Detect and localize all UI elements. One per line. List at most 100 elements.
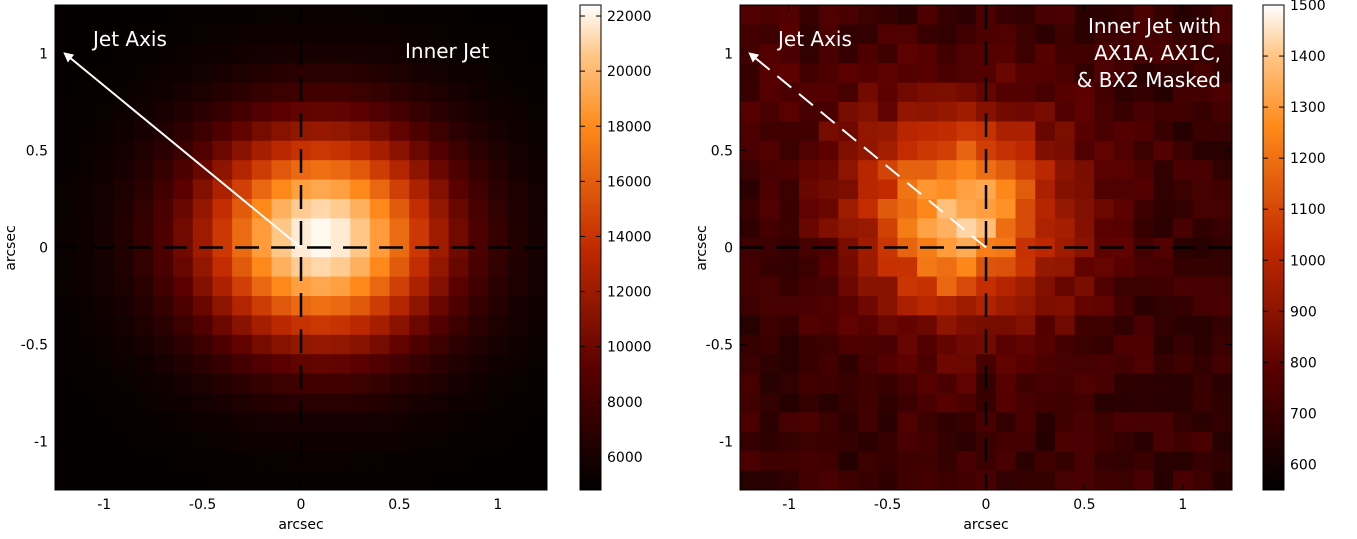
left-heatmap-cell: [369, 199, 391, 219]
right-heatmap-cell: [995, 24, 1017, 45]
left-heatmap-cell: [271, 373, 292, 394]
left-heatmap-cell: [428, 276, 450, 297]
right-heatmap-cell: [1035, 257, 1056, 278]
left-heatmap-cell: [468, 5, 489, 25]
right-heatmap-cell: [1172, 334, 1194, 355]
right-heatmap-cell: [759, 315, 780, 336]
left-heatmap-cell: [369, 431, 391, 452]
right-heatmap-cell: [858, 315, 879, 336]
right-heatmap-cell: [1113, 431, 1135, 452]
right-heatmap-cell: [740, 121, 761, 142]
left-heatmap-cell: [310, 43, 332, 64]
left-heatmap-cell: [350, 412, 371, 433]
right-heatmap-cell: [1035, 140, 1056, 161]
left-heatmap-cell: [251, 276, 272, 297]
left-colorbar: [579, 4, 602, 491]
right-heatmap-cell: [858, 393, 879, 413]
left-heatmap-cell: [192, 121, 213, 142]
right-heatmap-cell: [936, 373, 957, 394]
left-heatmap-cell: [251, 237, 272, 258]
right-colorbar-tick-label: 800: [1290, 355, 1317, 371]
left-heatmap-cell: [428, 43, 450, 64]
left-heatmap-cell: [507, 63, 528, 84]
right-heatmap-cell: [818, 5, 839, 25]
right-heatmap-cell: [759, 160, 780, 181]
left-heatmap-cell: [291, 276, 312, 297]
left-heatmap-cell: [507, 43, 528, 64]
left-heatmap-cell: [74, 24, 95, 45]
right-heatmap-cell: [1153, 431, 1174, 452]
right-heatmap-cell: [1172, 199, 1194, 219]
right-heatmap-cell: [1192, 412, 1213, 433]
left-heatmap-cell: [350, 43, 371, 64]
right-heatmap-cell: [897, 373, 918, 394]
right-heatmap-cell: [1212, 354, 1233, 375]
right-heatmap-cell: [1113, 276, 1135, 297]
left-heatmap-cell: [271, 160, 292, 181]
left-heatmap-cell: [389, 218, 410, 239]
right-heatmap-cell: [1153, 5, 1174, 25]
right-heatmap-cell: [1074, 470, 1095, 491]
right-heatmap-cell: [936, 315, 957, 336]
left-heatmap-cell: [251, 334, 272, 355]
left-heatmap-cell: [507, 5, 528, 25]
left-y-tick-label: 0.5: [26, 144, 48, 160]
left-heatmap-cell: [369, 412, 391, 433]
right-heatmap-cell: [838, 393, 859, 413]
right-heatmap-cell: [1212, 451, 1233, 472]
left-heatmap-cell: [94, 373, 115, 394]
right-heatmap-cell: [1133, 393, 1154, 413]
left-heatmap-cell: [114, 296, 135, 316]
right-heatmap-cell: [877, 24, 898, 45]
left-heatmap-cell: [369, 393, 391, 413]
left-heatmap-cell: [487, 354, 509, 375]
left-heatmap-cell: [428, 5, 450, 25]
right-heatmap-cell: [1054, 296, 1076, 316]
left-heatmap-cell: [487, 218, 509, 239]
right-heatmap-cell: [858, 276, 879, 297]
left-heatmap-cell: [527, 102, 548, 122]
right-heatmap-cell: [1133, 5, 1154, 25]
left-heatmap-cell: [310, 218, 332, 239]
right-heatmap-cell: [1192, 179, 1213, 200]
left-heatmap-cell: [291, 451, 312, 472]
right-heatmap-cell: [956, 296, 977, 316]
left-heatmap-cell: [409, 393, 430, 413]
right-heatmap-cell: [917, 199, 938, 219]
right-heatmap-cell: [818, 393, 839, 413]
right-heatmap-cell: [799, 160, 820, 181]
left-heatmap-cell: [153, 373, 174, 394]
right-heatmap-cell: [917, 431, 938, 452]
right-heatmap-cell: [917, 121, 938, 142]
left-heatmap-cell: [153, 5, 174, 25]
right-heatmap-cell: [1054, 431, 1076, 452]
right-heatmap-cell: [995, 160, 1017, 181]
left-heatmap-cell: [507, 334, 528, 355]
right-heatmap-cell: [1035, 373, 1056, 394]
right-heatmap-cell: [1192, 470, 1213, 491]
left-heatmap-cell: [409, 63, 430, 84]
left-heatmap-cell: [409, 315, 430, 336]
right-heatmap-cell: [818, 276, 839, 297]
left-heatmap-cell: [232, 257, 253, 278]
right-heatmap-cell: [1133, 24, 1154, 45]
left-heatmap-cell: [310, 82, 332, 103]
left-heatmap-cell: [487, 373, 509, 394]
right-heatmap-cell: [1192, 5, 1213, 25]
right-heatmap-cell: [1094, 451, 1115, 472]
right-heatmap-cell: [995, 82, 1017, 103]
left-heatmap-cell: [527, 24, 548, 45]
right-heatmap-cell: [917, 218, 938, 239]
right-heatmap-cell: [1212, 431, 1233, 452]
right-heatmap-cell: [976, 276, 997, 297]
right-heatmap-cell: [779, 160, 800, 181]
right-heatmap-cell: [1035, 334, 1056, 355]
left-heatmap-cell: [350, 451, 371, 472]
left-heatmap-cell: [428, 354, 450, 375]
left-y-tick-label: -1: [34, 435, 48, 451]
left-heatmap-cell: [114, 470, 135, 491]
right-heatmap-cell: [858, 82, 879, 103]
left-heatmap-cell: [133, 296, 154, 316]
left-heatmap-cell: [94, 470, 115, 491]
left-heatmap-cell: [468, 237, 489, 258]
